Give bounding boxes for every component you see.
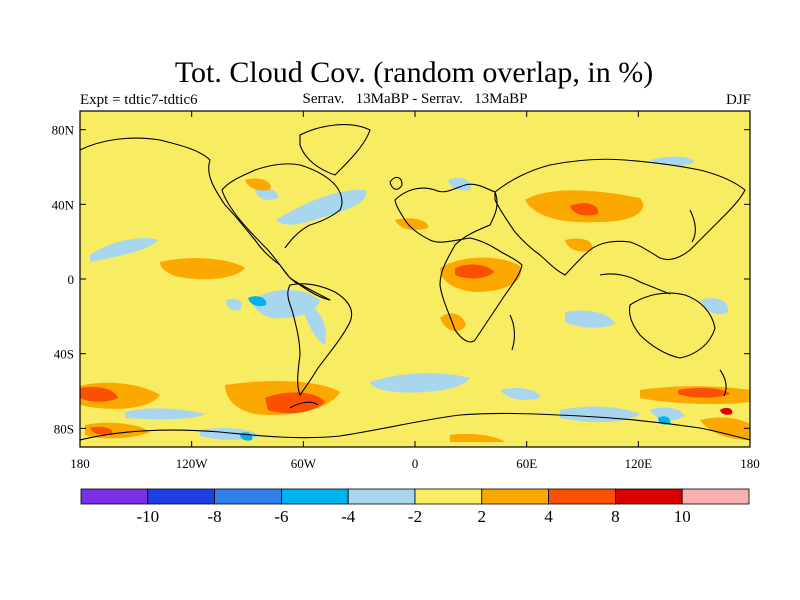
colorbar-label: -4 xyxy=(341,507,356,526)
colorbar-swatch xyxy=(147,488,216,505)
antarctic-peninsula-max xyxy=(700,417,750,440)
experiment-label: Expt = tdtic7-tdtic6 xyxy=(80,92,198,108)
negative-anomaly-regions xyxy=(90,156,729,440)
drake-passage-peak xyxy=(265,392,325,414)
colorbar xyxy=(80,488,750,505)
colorbar-swatch xyxy=(615,488,683,505)
british-isles-coast xyxy=(389,176,403,190)
ross-sea-max xyxy=(450,433,505,442)
siberia-low xyxy=(448,178,471,191)
colorbar-labels: -10 -8 -6 -4 -2 2 4 8 10 xyxy=(136,507,690,526)
east-pacific-max xyxy=(160,258,245,280)
map-field xyxy=(80,111,750,447)
west-indian-low xyxy=(650,407,685,421)
indonesia-coast xyxy=(599,273,671,295)
north-america-coast xyxy=(80,137,343,301)
north-atlantic-low xyxy=(276,189,367,225)
tropical-atlantic-low xyxy=(252,289,320,319)
y-tick-label: 0 xyxy=(68,272,75,287)
chart-title: Tot. Cloud Cov. (random overlap, in %) xyxy=(175,56,653,89)
season-label: DJF xyxy=(726,92,751,108)
tibet-peak xyxy=(570,203,599,216)
colorbar-swatch xyxy=(80,488,149,505)
colorbar-swatch xyxy=(214,488,282,505)
y-tick-label: 40N xyxy=(52,197,75,212)
south-atlantic-peak xyxy=(80,386,118,402)
greenland-max xyxy=(245,178,271,191)
south-america-low xyxy=(300,300,326,345)
caribbean-low xyxy=(226,298,242,311)
indian-ocean-low xyxy=(565,310,615,328)
colorbar-label: 4 xyxy=(544,507,553,526)
gulf-mexico-low xyxy=(255,187,279,200)
y-tick-label: 80S xyxy=(54,421,74,436)
colorbar-label: -6 xyxy=(274,507,288,526)
greenland-coast xyxy=(299,124,371,176)
colorbar-label: -2 xyxy=(408,507,422,526)
antarctic-peak xyxy=(90,426,113,435)
colorbar-swatch xyxy=(548,488,616,505)
southern-pacific-low xyxy=(125,408,205,420)
colorbar-swatch xyxy=(280,488,349,505)
y-axis-labels: 80N 40N 0 40S 80S xyxy=(52,123,75,437)
europe-africa-coast xyxy=(394,183,523,343)
colorbar-label: 10 xyxy=(674,507,691,526)
madagascar-coast xyxy=(509,314,515,351)
asia-coast xyxy=(494,158,746,276)
colorbar-label: 2 xyxy=(478,507,487,526)
x-tick-label: 60W xyxy=(291,456,317,471)
x-tick-label: 120W xyxy=(176,456,209,471)
indian-max xyxy=(565,238,593,252)
period-label: Serrav. 13MaBP - Serrav. 13MaBP xyxy=(303,91,528,107)
x-tick-label: 180 xyxy=(740,456,760,471)
australia-coast xyxy=(628,292,716,359)
x-axis-labels: 180 120W 60W 0 60E 120E 180 xyxy=(70,456,760,471)
extreme-positive-regions xyxy=(720,407,733,415)
east-pacific-low xyxy=(500,387,540,400)
australia-east-low xyxy=(700,298,729,315)
central-africa-peak xyxy=(455,264,494,279)
colorbar-label: -8 xyxy=(208,507,222,526)
x-tick-label: 0 xyxy=(412,456,419,471)
colorbar-label: -10 xyxy=(136,507,159,526)
ross-peak xyxy=(720,407,733,415)
x-tick-label: 60E xyxy=(516,456,537,471)
colorbar-swatch xyxy=(347,488,416,505)
colorbar-label: 8 xyxy=(611,507,620,526)
x-tick-label: 120E xyxy=(625,456,653,471)
antarctic-peninsula xyxy=(289,401,319,409)
southern-africa-max xyxy=(440,313,466,332)
x-tick-label: 180 xyxy=(70,456,90,471)
high-positive-regions xyxy=(80,203,730,435)
y-tick-label: 40S xyxy=(54,347,74,362)
y-tick-label: 80N xyxy=(52,123,75,138)
colorbar-swatch xyxy=(681,488,750,505)
tick-marks xyxy=(79,111,751,447)
coastlines xyxy=(80,124,750,441)
southern-indian-low xyxy=(370,373,470,393)
colorbar-swatch xyxy=(481,488,549,505)
south-america-coast xyxy=(287,283,353,396)
colorbar-swatch xyxy=(414,488,483,505)
west-pacific-max xyxy=(395,218,429,230)
north-pacific-low xyxy=(90,238,158,262)
japan-coast xyxy=(689,209,696,243)
new-zealand-coast xyxy=(719,369,727,397)
indian-southern-peak xyxy=(678,387,730,398)
antarctica-coast xyxy=(80,412,750,441)
amazon-min xyxy=(248,296,267,307)
